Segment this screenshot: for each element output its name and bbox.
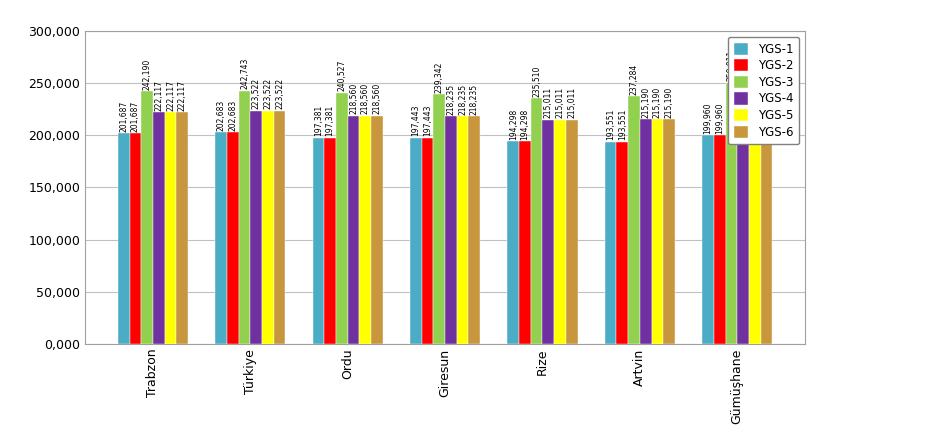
Text: 222,8: 222,8 — [762, 89, 771, 110]
Text: 199,960: 199,960 — [715, 102, 724, 134]
Bar — [348, 116, 360, 344]
Text: 193,551: 193,551 — [606, 109, 616, 140]
Text: 222,8: 222,8 — [750, 89, 759, 110]
Bar — [227, 132, 239, 344]
Bar — [421, 138, 434, 344]
Bar — [410, 138, 421, 344]
Text: 197,443: 197,443 — [423, 105, 432, 136]
Text: 218,560: 218,560 — [361, 83, 369, 114]
Bar — [239, 91, 250, 344]
Text: 222,117: 222,117 — [166, 79, 175, 111]
Bar — [605, 142, 616, 344]
Text: 223,522: 223,522 — [275, 78, 284, 109]
Text: 202,683: 202,683 — [228, 100, 238, 131]
Text: 197,381: 197,381 — [314, 105, 323, 136]
Bar — [554, 120, 565, 344]
Text: 197,443: 197,443 — [411, 105, 420, 136]
Bar — [663, 120, 675, 344]
Bar — [616, 142, 628, 344]
Text: 242,743: 242,743 — [240, 58, 249, 89]
Bar — [445, 116, 456, 344]
Text: 197,381: 197,381 — [326, 105, 334, 136]
Text: 201,687: 201,687 — [119, 101, 128, 132]
Text: 235,510: 235,510 — [532, 65, 541, 97]
Text: 223,522: 223,522 — [263, 78, 273, 109]
Bar — [640, 120, 652, 344]
Text: 222,117: 222,117 — [154, 79, 163, 111]
Bar — [250, 111, 262, 344]
Bar — [469, 116, 480, 344]
Text: 237,284: 237,284 — [630, 64, 638, 95]
Legend: YGS-1, YGS-2, YGS-3, YGS-4, YGS-5, YGS-6: YGS-1, YGS-2, YGS-3, YGS-4, YGS-5, YGS-6 — [728, 37, 799, 145]
Bar — [760, 112, 772, 344]
Bar — [714, 135, 725, 344]
Bar — [652, 120, 663, 344]
Text: 215,011: 215,011 — [544, 87, 553, 118]
Bar — [737, 112, 749, 344]
Bar — [262, 111, 274, 344]
Text: 242,190: 242,190 — [143, 58, 152, 90]
Bar — [702, 135, 714, 344]
Bar — [371, 116, 383, 344]
Bar — [141, 91, 153, 344]
Text: 201,687: 201,687 — [131, 101, 140, 132]
Text: 215,011: 215,011 — [556, 87, 564, 118]
Bar — [118, 134, 130, 344]
Text: 250,011: 250,011 — [727, 50, 736, 82]
Text: 218,235: 218,235 — [470, 83, 479, 115]
Text: 218,235: 218,235 — [458, 83, 467, 115]
Text: 215,190: 215,190 — [652, 86, 662, 118]
Text: 215,011: 215,011 — [567, 87, 576, 118]
Bar — [530, 98, 543, 344]
Bar — [313, 138, 325, 344]
Bar — [130, 134, 141, 344]
Text: 202,683: 202,683 — [217, 100, 225, 131]
Bar — [336, 93, 348, 344]
Bar — [456, 116, 469, 344]
Text: 194,298: 194,298 — [509, 108, 518, 140]
Text: 194,298: 194,298 — [521, 108, 529, 140]
Bar — [749, 112, 760, 344]
Text: 218,235: 218,235 — [446, 83, 456, 115]
Bar — [725, 83, 737, 344]
Bar — [543, 120, 554, 344]
Text: 240,527: 240,527 — [337, 60, 347, 91]
Text: 215,190: 215,190 — [641, 86, 651, 118]
Bar — [519, 141, 530, 344]
Bar — [176, 112, 188, 344]
Text: 218,560: 218,560 — [372, 83, 382, 114]
Bar — [565, 120, 578, 344]
Text: 193,551: 193,551 — [617, 109, 627, 140]
Bar — [628, 96, 640, 344]
Bar — [434, 94, 445, 344]
Bar — [508, 141, 519, 344]
Text: 239,342: 239,342 — [435, 61, 444, 93]
Bar — [360, 116, 371, 344]
Bar — [274, 111, 285, 344]
Text: 199,960: 199,960 — [704, 102, 712, 134]
Text: 215,190: 215,190 — [665, 86, 673, 118]
Text: 222,8: 222,8 — [739, 89, 747, 110]
Text: 222,117: 222,117 — [178, 79, 187, 111]
Text: 218,560: 218,560 — [349, 83, 358, 114]
Bar — [153, 112, 165, 344]
Text: 223,522: 223,522 — [252, 78, 260, 109]
Bar — [325, 138, 336, 344]
Bar — [215, 132, 227, 344]
Bar — [165, 112, 176, 344]
